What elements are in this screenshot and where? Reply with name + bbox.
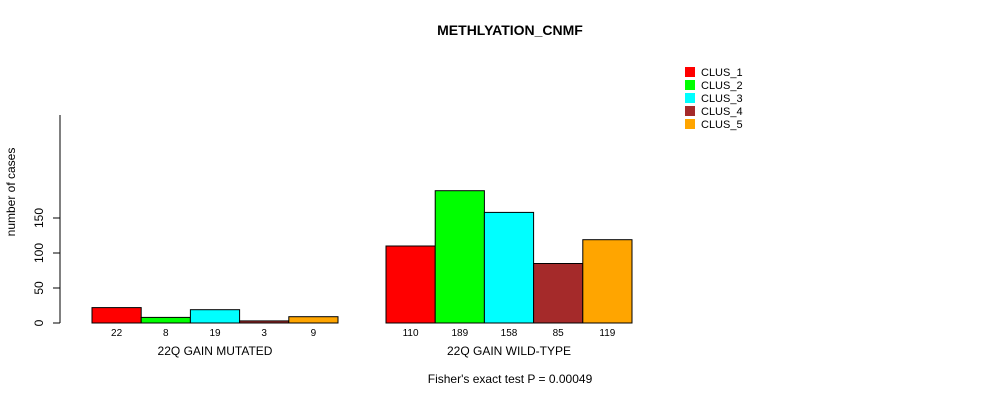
bars (91, 190, 633, 324)
y-axis: 0 50 100 150 number of cases (4, 115, 61, 326)
legend-label: CLUS_1 (701, 67, 743, 79)
bar-value-label: 189 (451, 328, 468, 339)
group-label: 22Q GAIN MUTATED (158, 344, 273, 358)
bar-value-label: 22 (111, 328, 123, 339)
bar-value-label: 19 (209, 328, 221, 339)
bar-clus-3-group-2 (483, 211, 535, 324)
group-labels: 22Q GAIN MUTATED 22Q GAIN WILD-TYPE (158, 344, 571, 358)
bar-clus-2-group-1 (140, 316, 191, 324)
legend-label: CLUS_5 (701, 119, 743, 131)
legend-label: CLUS_2 (701, 80, 743, 92)
footnote: Fisher's exact test P = 0.00049 (428, 372, 593, 386)
bar-clus-5-group-1 (288, 316, 339, 324)
y-axis-label: number of cases (4, 148, 18, 237)
legend-swatch (685, 106, 695, 116)
bar-value-label: 3 (261, 328, 267, 339)
bar-value-label: 8 (163, 328, 169, 339)
bar-clus-4-group-2 (533, 263, 584, 324)
bar-value-label: 158 (501, 328, 518, 339)
legend-swatch (685, 93, 695, 103)
legend-label: CLUS_4 (701, 106, 743, 118)
bar-clus-4-group-1 (239, 320, 290, 324)
bar-value-label: 85 (553, 328, 565, 339)
y-tick-label: 150 (32, 208, 46, 228)
y-tick-label: 0 (32, 319, 46, 326)
bar-value-labels: 22 8 19 3 9 110 189 158 85 119 (111, 328, 616, 339)
legend-label: CLUS_3 (701, 93, 743, 105)
group-label: 22Q GAIN WILD-TYPE (447, 344, 571, 358)
bar-clus-3-group-1 (189, 309, 241, 324)
bar-clus-1-group-1 (91, 307, 142, 324)
y-tick-label: 50 (32, 281, 46, 295)
legend-swatch (685, 80, 695, 90)
chart-title: METHLYATION_CNMF (437, 22, 583, 38)
bar-clus-1-group-2 (385, 245, 436, 324)
bar-clus-2-group-2 (434, 190, 485, 324)
bar-value-label: 110 (403, 328, 419, 339)
bar-clus-5-group-2 (582, 239, 633, 324)
legend-swatch (685, 67, 695, 77)
bar-value-label: 9 (311, 328, 317, 339)
y-ticks: 0 50 100 150 (32, 208, 60, 326)
legend-swatch (685, 119, 695, 129)
y-tick-label: 100 (32, 243, 46, 263)
bar-value-label: 119 (599, 328, 615, 339)
